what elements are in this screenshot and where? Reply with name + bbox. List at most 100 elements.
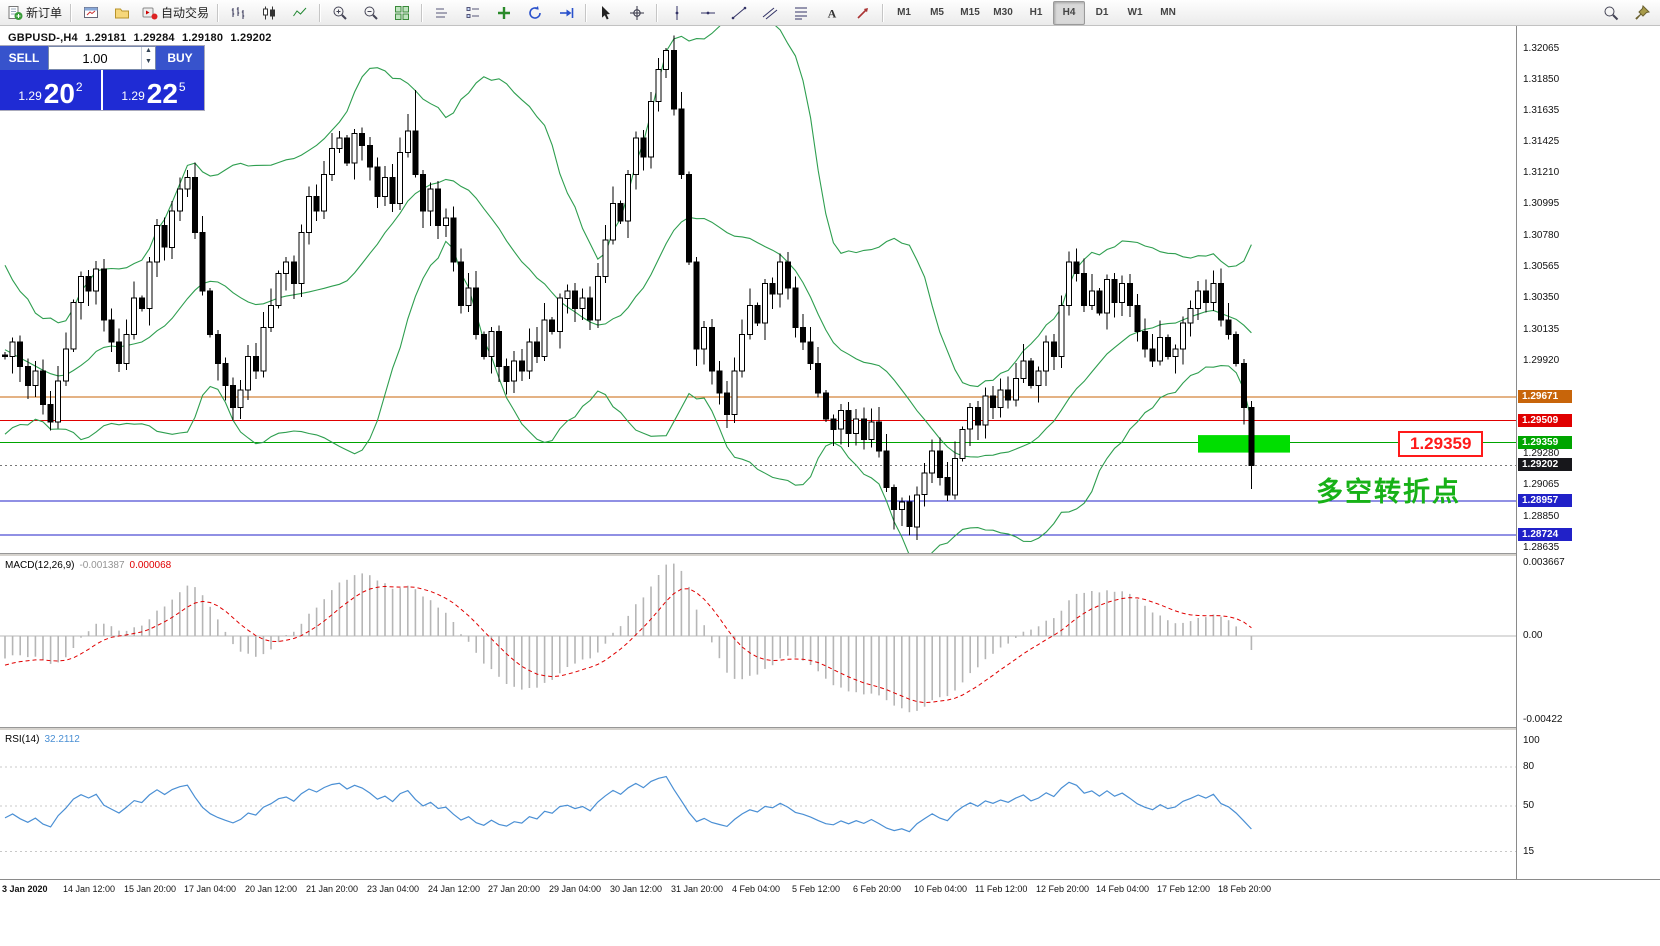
rsi-pane[interactable]: RSI(14) 32.2112 [0,731,1516,879]
new-order-button[interactable]: 新订单 [3,1,66,25]
trendline-button[interactable] [724,1,754,25]
time-label: 20 Jan 12:00 [245,884,298,894]
volume-down-icon[interactable]: ▼ [145,58,152,65]
volume-stepper[interactable]: ▲ ▼ [141,47,155,69]
price-tick: 1.30350 [1523,292,1560,303]
time-label: 11 Feb 12:00 [975,884,1028,894]
refresh-icon [527,5,543,21]
pane-divider-macd[interactable] [0,553,1660,557]
rsi-axis-label: 15 [1523,846,1535,857]
zoom-in-button[interactable] [325,1,355,25]
text-tool-button[interactable]: A [817,1,847,25]
list2-icon [465,5,481,21]
macd-chart[interactable] [0,557,1516,727]
price-tag-1.29359[interactable]: 1.29359 [1518,436,1572,449]
rsi-name: RSI(14) [5,734,40,745]
price-tag-1.29202[interactable]: 1.29202 [1518,458,1572,471]
time-label: 4 Feb 04:00 [732,884,781,894]
toolbar-separator [421,3,424,22]
price-tick: 1.29280 [1523,448,1560,459]
volume-value[interactable]: 1.00 [82,50,108,66]
price-tag-1.28724[interactable]: 1.28724 [1518,528,1572,541]
profiles-button[interactable] [107,1,137,25]
price-tick: 1.28850 [1523,511,1560,522]
auto-scroll-button[interactable] [520,1,550,25]
macd-signal-value: 0.000068 [129,560,172,571]
chart-bars-button[interactable] [223,1,253,25]
timeframe-h1-button[interactable]: H1 [1029,7,1043,18]
timeframe-w1-button[interactable]: W1 [1127,7,1143,18]
price-tag-1.29509[interactable]: 1.29509 [1518,414,1572,427]
horizontal-line-button[interactable] [693,1,723,25]
price-tick: 1.30565 [1523,261,1560,272]
price-pane[interactable]: GBPUSD-,H4 1.29181 1.29284 1.29180 1.292… [0,26,1516,553]
charts-window-button[interactable] [76,1,106,25]
zoom-out-button[interactable] [356,1,386,25]
macd-name: MACD(12,26,9) [5,560,75,571]
price-tick: 1.30135 [1523,324,1560,335]
time-label: 15 Jan 20:00 [124,884,177,894]
buy-price-button[interactable]: 1.29 22 5 [103,70,204,110]
volume-up-icon[interactable]: ▲ [145,47,152,54]
autotrade-button[interactable]: 自动交易 [138,1,213,25]
time-label: 14 Feb 04:00 [1096,884,1150,894]
zoomout-icon [363,5,379,21]
buy-button[interactable]: BUY [167,51,193,65]
volume-field[interactable]: 1.00 ▲ ▼ [48,46,156,70]
pane-divider-rsi[interactable] [0,727,1660,731]
search-button[interactable] [1596,1,1626,25]
add-indicator-button[interactable] [489,1,519,25]
price-tick: 1.32065 [1523,43,1560,54]
price-axis[interactable]: 1.32065 1.31850 1.31635 1.31425 1.31210 1.309… [1516,26,1660,879]
timeframe-m1-button[interactable]: M1 [897,7,911,18]
sell-price-button[interactable]: 1.29 20 2 [0,70,101,110]
timeframe-mn-button[interactable]: MN [1160,7,1176,18]
time-axis[interactable]: 3 Jan 2020 14 Jan 12:00 15 Jan 20:00 17 Jan… [0,879,1660,901]
toolbar-separator [585,3,588,22]
window-list-button[interactable] [458,1,488,25]
channel-button[interactable] [755,1,785,25]
tile-windows-button[interactable] [387,1,417,25]
arrange-windows-button[interactable] [427,1,457,25]
timeframe-d1-button[interactable]: D1 [1095,7,1109,18]
macd-axis-label: 0.003667 [1523,557,1565,568]
sell-price-head: 1.29 [18,89,42,103]
price-chart[interactable] [0,26,1516,553]
toolbar-separator [217,3,220,22]
svg-text:A: A [828,6,837,20]
chart-candles-button[interactable] [254,1,284,25]
timeframe-m5-button[interactable]: M5 [930,7,944,18]
fibonacci-button[interactable] [786,1,816,25]
macd-axis-label: 0.00 [1523,630,1543,641]
ohlc-low: 1.29180 [181,32,224,44]
symbol-period: GBPUSD-,H4 [8,32,78,44]
price-tick: 1.31210 [1523,167,1560,178]
timeframe-m15-button[interactable]: M15 [960,7,980,18]
cursor-button[interactable] [591,1,621,25]
price-tag-1.28957[interactable]: 1.28957 [1518,494,1572,507]
timeframe-m30-button[interactable]: M30 [993,7,1013,18]
list1-icon [434,5,450,21]
macd-pane[interactable]: MACD(12,26,9) -0.001387 0.000068 [0,557,1516,727]
buy-price-pip: 5 [178,80,186,94]
plus-icon [496,5,512,21]
time-label: 31 Jan 20:00 [671,884,724,894]
crosshair-button[interactable] [622,1,652,25]
arrow-tool-button[interactable] [848,1,878,25]
chart-line-button[interactable] [285,1,315,25]
vertical-line-button[interactable] [662,1,692,25]
timeframe-h4-button[interactable]: H4 [1053,0,1086,25]
highlight-rectangle [1198,435,1290,453]
rsi-chart[interactable] [0,731,1516,879]
chart-shift-button[interactable] [551,1,581,25]
pin-button[interactable] [1627,1,1657,25]
bollinger-lower [4,240,1252,553]
arrowtool-icon [855,5,871,21]
new-order-button-label: 新订单 [26,6,63,20]
price-tag-1.29671[interactable]: 1.29671 [1518,390,1572,403]
time-label: 30 Jan 12:00 [610,884,663,894]
sell-button[interactable]: SELL [8,51,40,65]
price-tick: 1.29065 [1523,479,1560,490]
buy-price-head: 1.29 [121,89,145,103]
toolbar-separator [882,3,885,22]
